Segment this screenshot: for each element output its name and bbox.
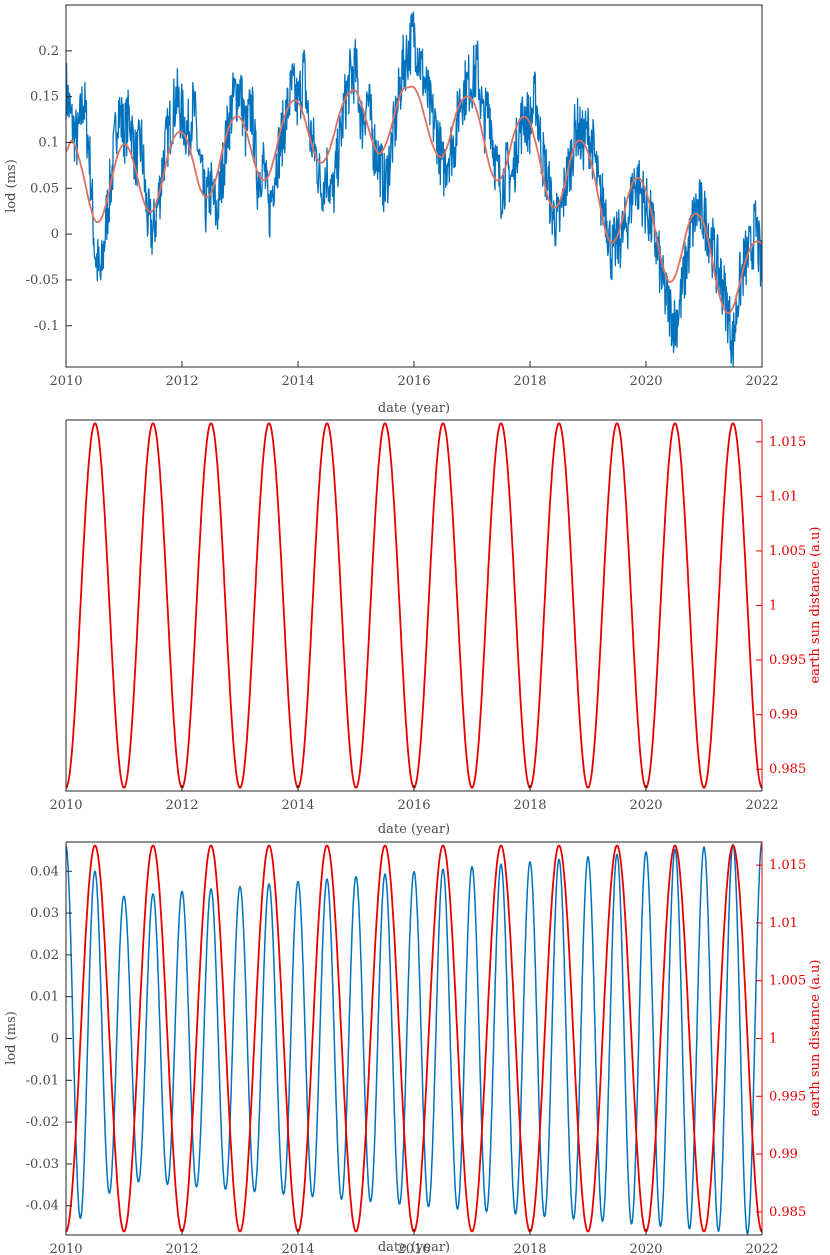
xtick-label: 2022 xyxy=(745,798,778,813)
ytick-right-label: 0.995 xyxy=(769,653,806,668)
xtick-label: 2012 xyxy=(165,374,198,389)
panel-1-xticks: 2010 2012 2014 2016 2018 2020 2022 xyxy=(49,361,779,389)
panel-3-xticks: 2010 2012 2014 2016 2018 2020 2022 xyxy=(49,1229,779,1255)
ytick-right-label: 1 xyxy=(769,599,777,614)
xtick-label: 2020 xyxy=(629,374,662,389)
panel-3-yticks-right: 0.985 0.99 0.995 1 1.005 1.01 1.015 xyxy=(756,858,806,1220)
xtick-label: 2022 xyxy=(745,1242,778,1255)
panel-3-yticks: -0.04 -0.03 -0.02 -0.01 0 0.01 0.02 0.03 0.04 xyxy=(26,864,72,1214)
ytick-label: 0.1 xyxy=(38,135,59,150)
ytick-label: 0.01 xyxy=(30,990,59,1005)
xtick-label: 2012 xyxy=(165,798,198,813)
ytick-label: 0.03 xyxy=(30,906,59,921)
ytick-right-label: 0.99 xyxy=(769,708,798,723)
ytick-label: 0.04 xyxy=(30,864,59,879)
panel-1-xlabel: date (year) xyxy=(378,401,450,416)
xtick-label: 2016 xyxy=(397,1242,430,1255)
ytick-label: 0.02 xyxy=(30,948,59,963)
panel-1-yticks: -0.1 -0.05 0 0.05 0.1 0.15 0.2 xyxy=(26,44,72,334)
xtick-label: 2018 xyxy=(513,374,546,389)
panel-2: 2010 2012 2014 2016 2018 2020 2022 0.9850.990.… xyxy=(49,419,823,837)
ytick-right-label: 1.01 xyxy=(769,916,798,931)
ytick-label: 0.15 xyxy=(30,90,59,105)
ytick-right-label: 0.995 xyxy=(769,1089,806,1104)
ytick-right-label: 1.005 xyxy=(769,544,806,559)
ytick-right-label: 1 xyxy=(769,1032,777,1047)
xtick-label: 2010 xyxy=(49,1242,82,1255)
xtick-label: 2010 xyxy=(49,798,82,813)
panel-3-lines xyxy=(65,841,763,1235)
ytick-right-label: 1.01 xyxy=(769,489,798,504)
panel-2-axes-frame xyxy=(65,419,762,792)
panel-1-lines xyxy=(65,11,763,368)
ytick-label: -0.04 xyxy=(26,1199,59,1214)
ytick-right-label: 0.985 xyxy=(769,1205,806,1220)
ytick-label: 0 xyxy=(51,227,59,242)
xtick-label: 2014 xyxy=(281,798,314,813)
ytick-label: -0.03 xyxy=(26,1157,59,1172)
ytick-label: 0.05 xyxy=(30,181,59,196)
panel-1-ylabel: lod (ms) xyxy=(4,159,19,213)
panel-1: 2010 2012 2014 2016 2018 2020 2022 -0.1 -0.05 0 0… xyxy=(4,4,779,416)
earth-sun-distance-series xyxy=(65,422,763,789)
panel-1-axes-box xyxy=(65,4,763,368)
xtick-label: 2016 xyxy=(397,798,430,813)
ytick-label: -0.01 xyxy=(26,1073,59,1088)
xtick-label: 2020 xyxy=(629,798,662,813)
panel-3-ylabel-right: earth sun distance (a.u) xyxy=(808,960,823,1117)
fit-series xyxy=(65,85,763,315)
lod-series xyxy=(65,11,763,368)
xtick-label: 2010 xyxy=(49,374,82,389)
ytick-right-label: 1.015 xyxy=(769,435,806,450)
xtick-label: 2016 xyxy=(397,374,430,389)
panel-2-xticks: 2010 2012 2014 2016 2018 2020 2022 xyxy=(49,785,779,813)
xtick-label: 2012 xyxy=(165,1242,198,1255)
xtick-label: 2018 xyxy=(513,1242,546,1255)
panel-2-xlabel: date (year) xyxy=(378,822,450,837)
ytick-right-label: 0.985 xyxy=(769,762,806,777)
panel-2-ylabel-right: earth sun distance (a.u) xyxy=(808,527,823,684)
ytick-label: 0.2 xyxy=(38,44,59,59)
ytick-label: 0 xyxy=(51,1032,59,1047)
xtick-label: 2020 xyxy=(629,1242,662,1255)
ytick-right-label: 1.015 xyxy=(769,858,806,873)
xtick-label: 2022 xyxy=(745,374,778,389)
panel-2-yticks-right: 0.985 0.99 0.995 1 1.005 1.01 1.015 xyxy=(756,435,806,777)
panel-3-xlabel: date (year) xyxy=(378,1240,450,1255)
xtick-label: 2018 xyxy=(513,798,546,813)
panel-3: 2010 2012 2014 2016 2018 2020 2022 -0.04-0.03-… xyxy=(4,841,823,1255)
lod-semiannual-series xyxy=(65,841,763,1235)
ytick-label: -0.02 xyxy=(26,1115,59,1130)
ytick-label: -0.05 xyxy=(26,273,59,288)
ytick-right-label: 1.005 xyxy=(769,974,806,989)
ytick-right-label: 0.99 xyxy=(769,1147,798,1162)
ytick-label: -0.1 xyxy=(34,319,59,334)
xtick-label: 2014 xyxy=(281,374,314,389)
panel-3-ylabel: lod (ms) xyxy=(4,1011,19,1065)
xtick-label: 2014 xyxy=(281,1242,314,1255)
panel-2-lines xyxy=(65,422,763,789)
